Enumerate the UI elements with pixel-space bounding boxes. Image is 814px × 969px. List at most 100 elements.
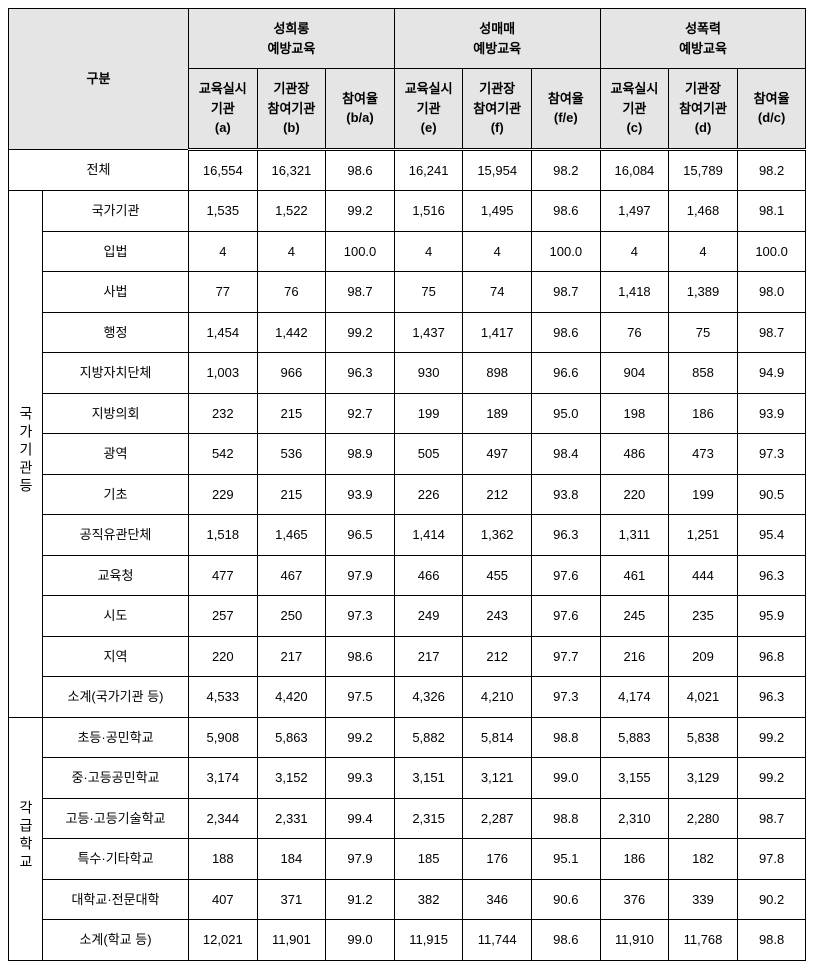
- row-label: 소계(국가기관 등): [43, 677, 189, 718]
- cell: 11,744: [463, 920, 532, 961]
- cell: 96.5: [326, 515, 395, 556]
- cell: 96.3: [532, 515, 601, 556]
- cell: 1,418: [600, 272, 669, 313]
- cell: 376: [600, 879, 669, 920]
- table-row: 공직유관단체 1,5181,46596.5 1,4141,36296.3 1,3…: [9, 515, 806, 556]
- cell: 98.2: [532, 149, 601, 191]
- cell: 3,155: [600, 758, 669, 799]
- cell: 95.4: [737, 515, 806, 556]
- table-row: 광역 54253698.9 50549798.4 48647397.3: [9, 434, 806, 475]
- cell: 11,910: [600, 920, 669, 961]
- cell: 382: [394, 879, 463, 920]
- cell: 16,084: [600, 149, 669, 191]
- row-label: 지방의회: [43, 393, 189, 434]
- cell: 249: [394, 596, 463, 637]
- cell: 5,883: [600, 717, 669, 758]
- cell: 4,326: [394, 677, 463, 718]
- cell: 99.4: [326, 798, 395, 839]
- table-row: 특수·기타학교 18818497.9 18517695.1 18618297.8: [9, 839, 806, 880]
- cell: 12,021: [189, 920, 258, 961]
- cell: 542: [189, 434, 258, 475]
- cell: 98.6: [326, 636, 395, 677]
- cell: 4,210: [463, 677, 532, 718]
- cell: 96.3: [737, 555, 806, 596]
- cell: 98.4: [532, 434, 601, 475]
- cell: 75: [394, 272, 463, 313]
- cell: 76: [257, 272, 326, 313]
- cell: 3,151: [394, 758, 463, 799]
- cell: 467: [257, 555, 326, 596]
- row-label: 시도: [43, 596, 189, 637]
- cell: 4,533: [189, 677, 258, 718]
- row-label: 공직유관단체: [43, 515, 189, 556]
- row-label: 초등·공민학교: [43, 717, 189, 758]
- row-label: 특수·기타학교: [43, 839, 189, 880]
- cell: 199: [394, 393, 463, 434]
- header-sub-7: 교육실시기관(c): [600, 69, 669, 150]
- cell: 98.7: [532, 272, 601, 313]
- cell: 444: [669, 555, 738, 596]
- row-label: 전체: [9, 149, 189, 191]
- cell: 98.1: [737, 191, 806, 232]
- row-label: 중·고등공민학교: [43, 758, 189, 799]
- cell: 100.0: [532, 231, 601, 272]
- cell: 212: [463, 636, 532, 677]
- cell: 486: [600, 434, 669, 475]
- cell: 2,287: [463, 798, 532, 839]
- cell: 505: [394, 434, 463, 475]
- cell: 97.3: [326, 596, 395, 637]
- cell: 1,497: [600, 191, 669, 232]
- row-label: 교육청: [43, 555, 189, 596]
- cell: 97.9: [326, 839, 395, 880]
- cell: 93.9: [737, 393, 806, 434]
- row-label: 행정: [43, 312, 189, 353]
- cell: 90.2: [737, 879, 806, 920]
- cell: 99.2: [326, 717, 395, 758]
- cell: 91.2: [326, 879, 395, 920]
- cell: 4: [394, 231, 463, 272]
- row-label: 광역: [43, 434, 189, 475]
- cell: 1,437: [394, 312, 463, 353]
- cell: 1,522: [257, 191, 326, 232]
- header-sub-5: 기관장참여기관(f): [463, 69, 532, 150]
- cell: 220: [189, 636, 258, 677]
- cell: 16,321: [257, 149, 326, 191]
- cell: 11,901: [257, 920, 326, 961]
- cell: 5,882: [394, 717, 463, 758]
- cell: 98.7: [326, 272, 395, 313]
- cell: 1,518: [189, 515, 258, 556]
- cell: 407: [189, 879, 258, 920]
- cell: 4: [600, 231, 669, 272]
- cell: 473: [669, 434, 738, 475]
- cell: 1,362: [463, 515, 532, 556]
- header-sub-9: 참여율(d/c): [737, 69, 806, 150]
- cell: 95.0: [532, 393, 601, 434]
- cell: 2,310: [600, 798, 669, 839]
- row-label: 국가기관: [43, 191, 189, 232]
- header-sub-1: 교육실시기관(a): [189, 69, 258, 150]
- table-row: 시도 25725097.3 24924397.6 24523595.9: [9, 596, 806, 637]
- cell: 1,465: [257, 515, 326, 556]
- cell: 96.3: [326, 353, 395, 394]
- cell: 4: [189, 231, 258, 272]
- cell: 2,315: [394, 798, 463, 839]
- cell: 1,389: [669, 272, 738, 313]
- cell: 98.6: [326, 149, 395, 191]
- cell: 186: [669, 393, 738, 434]
- cell: 98.8: [532, 717, 601, 758]
- header-sub-3: 참여율(b/a): [326, 69, 395, 150]
- group-label-a: 국가기관등: [9, 191, 43, 718]
- cell: 215: [257, 474, 326, 515]
- row-label: 기초: [43, 474, 189, 515]
- cell: 250: [257, 596, 326, 637]
- cell: 243: [463, 596, 532, 637]
- cell: 15,789: [669, 149, 738, 191]
- cell: 95.9: [737, 596, 806, 637]
- table-row: 입법 44100.0 44100.0 44100.0: [9, 231, 806, 272]
- header-group-3: 성폭력예방교육: [600, 9, 806, 69]
- cell: 176: [463, 839, 532, 880]
- cell: 77: [189, 272, 258, 313]
- table-row: 지방자치단체 1,00396696.3 93089896.6 90485894.…: [9, 353, 806, 394]
- table-row: 각급학교 초등·공민학교 5,9085,86399.2 5,8825,81498…: [9, 717, 806, 758]
- row-label: 고등·고등기술학교: [43, 798, 189, 839]
